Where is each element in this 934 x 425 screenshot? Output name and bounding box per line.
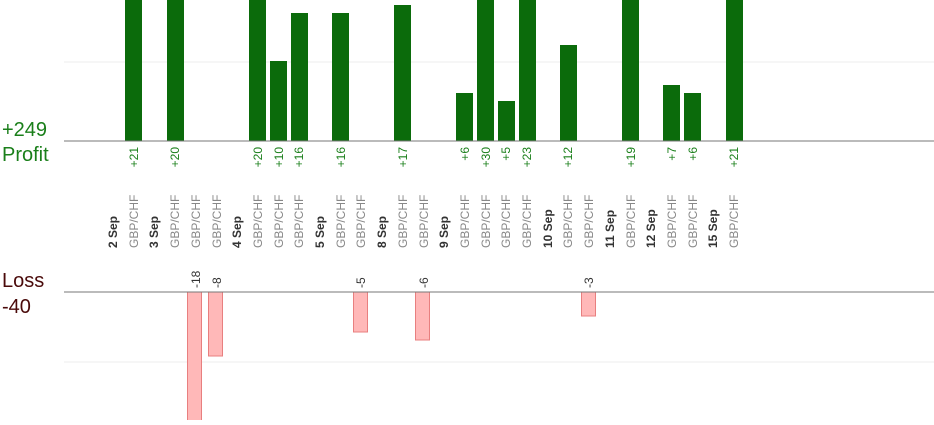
profit-bar bbox=[332, 13, 349, 141]
pair-label: GBP/CHF bbox=[292, 195, 306, 248]
pair-label: GBP/CHF bbox=[354, 195, 368, 248]
date-label: 10 Sep bbox=[541, 209, 555, 248]
pair-label: GBP/CHF bbox=[624, 195, 638, 248]
date-label: 12 Sep bbox=[644, 209, 658, 248]
loss-bar bbox=[581, 291, 596, 317]
pair-label: GBP/CHF bbox=[127, 195, 141, 248]
date-label: 4 Sep bbox=[230, 216, 244, 248]
profit-value-label: +23 bbox=[520, 147, 534, 168]
pair-label: GBP/CHF bbox=[334, 195, 348, 248]
profit-bar bbox=[684, 93, 701, 141]
profit-total: +249 bbox=[2, 119, 48, 141]
profit-bar bbox=[394, 5, 411, 141]
date-label: 11 Sep bbox=[603, 210, 617, 248]
loss-bar bbox=[208, 291, 223, 357]
profit-value-label: +16 bbox=[334, 147, 348, 168]
loss-value-label: -5 bbox=[354, 277, 368, 288]
pair-label: GBP/CHF bbox=[520, 195, 534, 248]
profit-value-label: +20 bbox=[168, 147, 182, 168]
profit-bar bbox=[726, 0, 743, 141]
profit-bar bbox=[477, 0, 494, 141]
pair-label: GBP/CHF bbox=[168, 195, 182, 248]
profit-bar bbox=[519, 0, 536, 141]
loss-value-label: -8 bbox=[210, 277, 224, 288]
profit-value-label: +21 bbox=[127, 147, 141, 168]
profit-value-label: +16 bbox=[292, 147, 306, 168]
loss-bar bbox=[187, 291, 202, 425]
profit-bar bbox=[291, 13, 308, 141]
profit-bar bbox=[167, 0, 184, 141]
pair-label: GBP/CHF bbox=[396, 195, 410, 248]
pair-label: GBP/CHF bbox=[251, 195, 265, 248]
profit-value-label: +30 bbox=[479, 147, 493, 168]
pair-label: GBP/CHF bbox=[417, 195, 431, 248]
profit-bar bbox=[270, 61, 287, 141]
date-label: 8 Sep bbox=[375, 216, 389, 248]
profit-bar bbox=[456, 93, 473, 141]
profit-value-label: +7 bbox=[665, 147, 679, 161]
pair-label: GBP/CHF bbox=[210, 195, 224, 248]
pair-label: GBP/CHF bbox=[272, 195, 286, 248]
loss-bar bbox=[415, 291, 430, 341]
profit-bar bbox=[125, 0, 142, 141]
pair-label: GBP/CHF bbox=[686, 195, 700, 248]
loss-value-label: -3 bbox=[582, 277, 596, 288]
date-label: 15 Sep bbox=[706, 209, 720, 248]
profit-value-label: +21 bbox=[727, 147, 741, 168]
profit-bar bbox=[249, 0, 266, 141]
profit-value-label: +6 bbox=[458, 147, 472, 161]
loss-bar bbox=[353, 291, 368, 333]
date-label: 2 Sep bbox=[106, 216, 120, 248]
date-label: 9 Sep bbox=[437, 216, 451, 248]
pair-label: GBP/CHF bbox=[458, 195, 472, 248]
loss-total: -40 bbox=[2, 296, 31, 318]
profit-value-label: +5 bbox=[499, 147, 513, 161]
profit-value-label: +12 bbox=[561, 147, 575, 168]
profit-value-label: +17 bbox=[396, 147, 410, 168]
loss-label: Loss bbox=[2, 270, 45, 292]
date-label: 3 Sep bbox=[147, 216, 161, 248]
pair-label: GBP/CHF bbox=[561, 195, 575, 248]
profit-value-label: +19 bbox=[624, 147, 638, 168]
pair-label: GBP/CHF bbox=[479, 195, 493, 248]
profit-value-label: +20 bbox=[251, 147, 265, 168]
profit-label: Profit bbox=[2, 144, 49, 166]
profit-bar bbox=[498, 101, 515, 141]
date-label: 5 Sep bbox=[313, 216, 327, 248]
profit-bar bbox=[560, 45, 577, 141]
profit-value-label: +10 bbox=[272, 147, 286, 168]
pair-label: GBP/CHF bbox=[189, 195, 203, 248]
profit-bar bbox=[663, 85, 680, 141]
profit-value-label: +6 bbox=[686, 147, 700, 161]
pair-label: GBP/CHF bbox=[727, 195, 741, 248]
pair-label: GBP/CHF bbox=[582, 195, 596, 248]
loss-value-label: -6 bbox=[417, 277, 431, 288]
pair-label: GBP/CHF bbox=[499, 195, 513, 248]
pair-label: GBP/CHF bbox=[665, 195, 679, 248]
profit-bar bbox=[622, 0, 639, 141]
loss-value-label: -18 bbox=[189, 270, 203, 288]
